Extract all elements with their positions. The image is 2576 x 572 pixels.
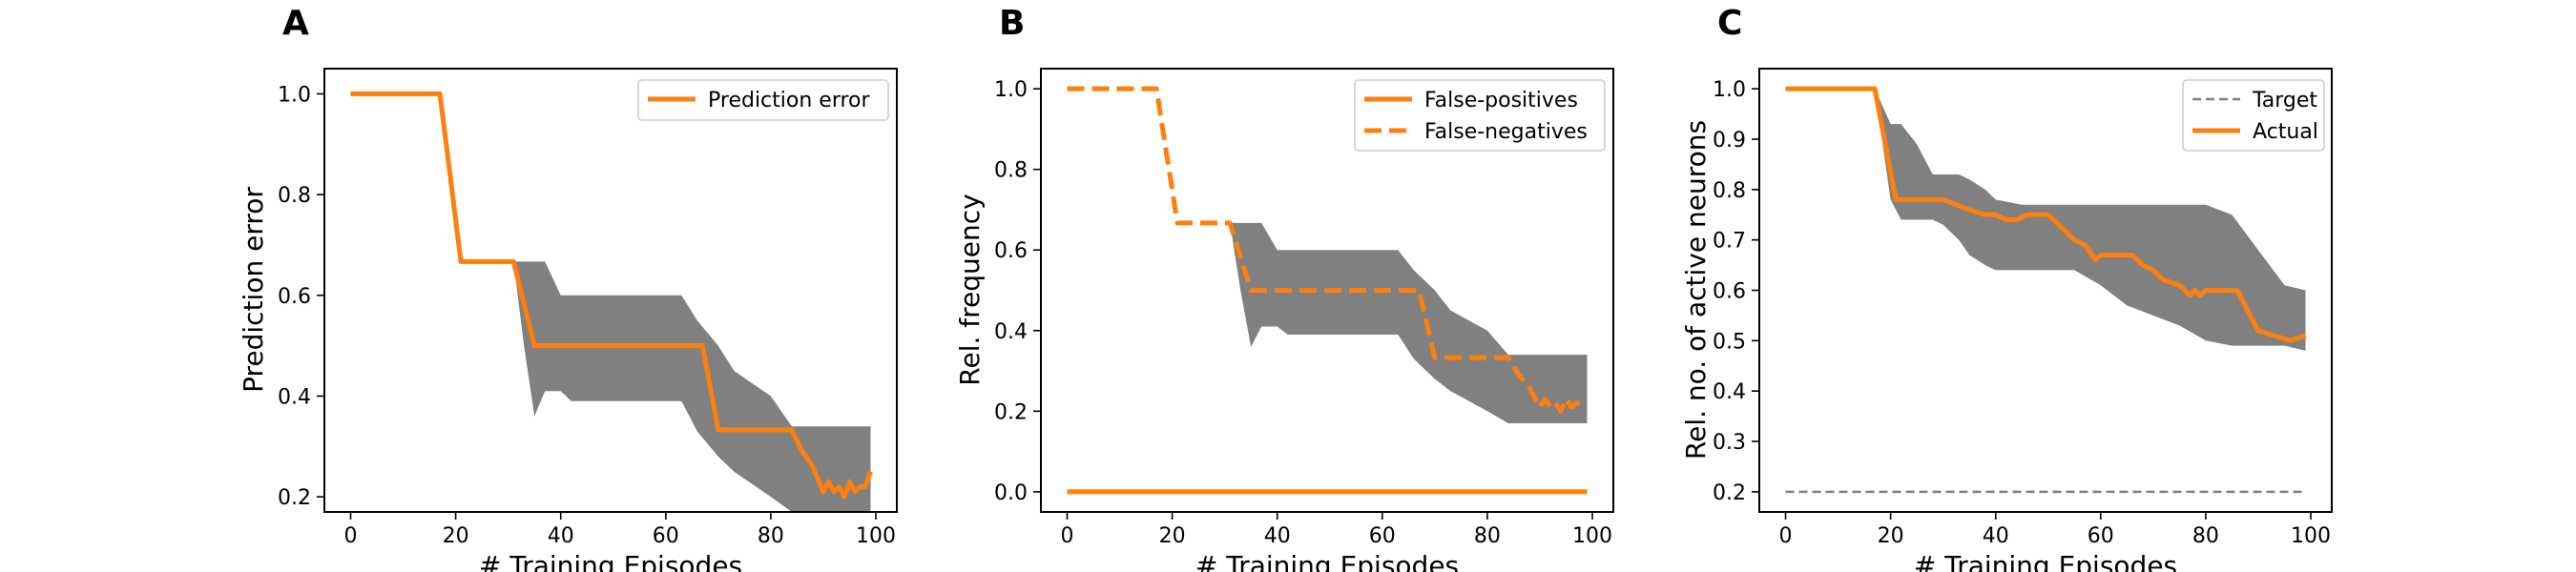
panel-b-legend: False-positives False-negatives: [1354, 79, 1606, 152]
panel-c-y-tick-label-0-3: 0.3: [1713, 431, 1746, 455]
panel-b-x-ticks: 0 20 40 60 80 100: [1061, 512, 1612, 548]
panel-c-x-tick-label-80: 80: [2192, 524, 2219, 548]
panel-b-x-tick-label-60: 60: [1369, 524, 1396, 548]
panel-c-y-tick-label-0-7: 0.7: [1713, 230, 1746, 254]
panel-b-legend-label-false-negatives: False-negatives: [1424, 120, 1588, 144]
panel-a-y-axis-label: Prediction error: [238, 187, 269, 393]
panel-c-legend: Target Actual: [2182, 79, 2325, 152]
panel-b-y-tick-label-0-2: 0.2: [994, 400, 1028, 424]
panel-a-legend-label-prediction-error: Prediction error: [708, 89, 870, 112]
panel-c-x-tick-label-100: 100: [2291, 524, 2331, 548]
panel-a-x-tick-label-100: 100: [856, 524, 896, 548]
panel-b-series: [1067, 86, 1588, 495]
panel-b-y-tick-label-0-4: 0.4: [994, 320, 1028, 344]
panel-a-x-tick-label-0: 0: [344, 524, 358, 548]
panel-a-letter: A: [282, 4, 309, 43]
panel-a-x-axis-label: # Training Episodes: [479, 550, 742, 572]
panel-a-x-tick-label-20: 20: [443, 524, 469, 548]
panel-c-x-tick-label-40: 40: [1983, 524, 2009, 548]
panel-b-y-tick-label-0-8: 0.8: [994, 159, 1028, 183]
panel-b-x-tick-label-40: 40: [1264, 524, 1291, 548]
panel-a-y-tick-label-1-0: 1.0: [278, 83, 311, 107]
panel-a-series-prediction-error: [350, 91, 873, 500]
panel-a-series: [350, 91, 873, 500]
panel-c-legend-label-target: Target: [2252, 89, 2317, 112]
panel-a-y-tick-label-0-8: 0.8: [278, 184, 311, 208]
panel-a-y-tick-label-0-2: 0.2: [278, 486, 311, 510]
panel-a-x-tick-label-80: 80: [758, 524, 784, 548]
panel-b-series-false-negatives: [1067, 86, 1588, 414]
panel-b-x-tick-label-100: 100: [1572, 524, 1612, 548]
panel-b-y-tick-label-0-6: 0.6: [994, 239, 1028, 263]
panel-b-band: [1230, 222, 1588, 423]
panel-b-x-axis-label: # Training Episodes: [1195, 550, 1459, 572]
panel-b-axes-frame: [1040, 68, 1614, 513]
panel-c-axes-frame: [1758, 68, 2333, 513]
panel-b-y-tick-label-1-0: 1.0: [994, 78, 1028, 102]
panel-c-y-tick-label-0-2: 0.2: [1713, 481, 1746, 505]
panel-c-legend-label-actual: Actual: [2253, 120, 2318, 144]
panel-a-axes-frame: [323, 68, 898, 513]
panel-c-y-tick-label-0-6: 0.6: [1713, 280, 1746, 304]
panel-a-band: [350, 93, 871, 513]
panel-a: A 0 20 40 60 80 100 0.2 0.4 0.6 0.8 1.0 Predictio…: [238, 4, 898, 572]
panel-b-letter: B: [999, 4, 1025, 43]
panel-c-x-tick-label-20: 20: [1878, 524, 1904, 548]
panel-b-y-axis-label: Rel. frequency: [954, 194, 986, 385]
panel-b-range-band: [1230, 222, 1588, 423]
panel-a-y-tick-label-0-6: 0.6: [278, 285, 311, 309]
panel-c-series: [1785, 86, 2307, 494]
panel-a-legend-box: [637, 79, 889, 121]
panel-b-x-tick-label-20: 20: [1159, 524, 1186, 548]
panel-c-y-ticks: 0.2 0.3 0.4 0.5 0.6 0.7 0.8 0.9 1.0: [1713, 78, 1759, 505]
panel-c-y-tick-label-0-8: 0.8: [1713, 179, 1746, 203]
panel-a-x-ticks: 0 20 40 60 80 100: [344, 512, 896, 548]
panel-c-letter: C: [1717, 4, 1742, 43]
panel-a-y-ticks: 0.2 0.4 0.6 0.8 1.0: [278, 83, 324, 510]
panel-a-y-tick-label-0-4: 0.4: [278, 385, 311, 409]
panel-c-y-tick-label-1-0: 1.0: [1713, 78, 1746, 102]
panel-a-legend: Prediction error: [637, 79, 889, 121]
panel-a-x-tick-label-40: 40: [548, 524, 574, 548]
panel-b-y-ticks: 0.0 0.2 0.4 0.6 0.8 1.0: [994, 78, 1041, 505]
panel-b-y-tick-label-0-0: 0.0: [994, 481, 1028, 505]
panel-a-range-band: [350, 93, 871, 513]
panel-c-series-actual: [1785, 86, 2307, 343]
panel-c-x-tick-label-0: 0: [1779, 524, 1793, 548]
panel-b-legend-label-false-positives: False-positives: [1424, 89, 1578, 112]
panel-c-x-ticks: 0 20 40 60 80 100: [1779, 512, 2331, 548]
panel-b: B 0 20 40 60 80 100 0.0 0.2 0.4 0.6 0.8 1.0 False-…: [954, 4, 1614, 572]
panel-b-x-tick-label-80: 80: [1474, 524, 1501, 548]
panel-b-legend-box: [1354, 79, 1606, 152]
panel-c-x-tick-label-60: 60: [2088, 524, 2114, 548]
panel-c-y-axis-label: Rel. no. of active neurons: [1680, 120, 1712, 460]
panel-a-x-tick-label-60: 60: [653, 524, 679, 548]
panel-b-x-tick-label-0: 0: [1061, 524, 1074, 548]
panel-c-y-tick-label-0-9: 0.9: [1713, 129, 1746, 153]
panel-c-y-tick-label-0-4: 0.4: [1713, 380, 1746, 404]
panel-c: C 0 20 40 60 80 100 0.2 0.3 0.4 0.5 0.6 0.7 0.8 0.9 1…: [1680, 4, 2333, 572]
panel-c-y-tick-label-0-5: 0.5: [1713, 330, 1746, 354]
panel-c-x-axis-label: # Training Episodes: [1914, 550, 2177, 572]
